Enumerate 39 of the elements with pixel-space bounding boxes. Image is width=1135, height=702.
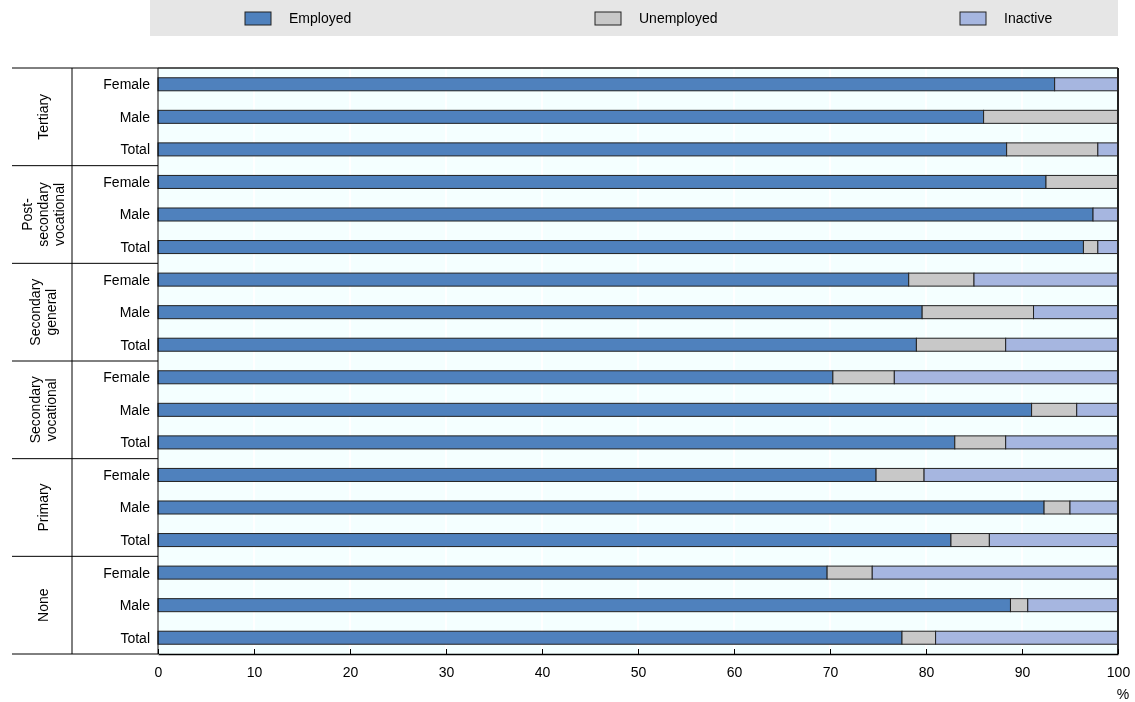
- text: Primary: [35, 483, 51, 532]
- y-tick-label: Male: [119, 304, 151, 321]
- x-tick-label: 90: [1014, 664, 1031, 681]
- x-axis-title: %: [1116, 686, 1130, 702]
- text: None: [35, 588, 51, 622]
- y-tick-label: Total: [120, 336, 150, 353]
- y-tick-label: Total: [120, 141, 150, 158]
- x-tick-label: 80: [918, 664, 935, 681]
- y-tick-label: Female: [103, 564, 151, 581]
- legend-label: Employed: [289, 9, 352, 26]
- x-tick-label: 40: [534, 664, 551, 681]
- x-tick-label: 50: [630, 664, 647, 681]
- x-tick-label: 20: [342, 664, 359, 681]
- y-tick-label: Total: [120, 238, 150, 255]
- y-tick-label: Total: [120, 629, 150, 646]
- y-tick-label: Male: [119, 499, 151, 516]
- text: Secondary general: [27, 278, 59, 346]
- x-tick-label: 10: [246, 664, 263, 681]
- text: Secondary vocational: [27, 376, 59, 444]
- x-tick-label: 30: [438, 664, 455, 681]
- y-tick-label: Female: [103, 76, 151, 93]
- text: Post-secondary vocational: [19, 182, 67, 247]
- y-tick-label: Male: [119, 206, 151, 223]
- y-tick-label: Male: [119, 108, 151, 125]
- y-tick-label: Female: [103, 466, 151, 483]
- y-tick-label: Female: [103, 173, 151, 190]
- x-tick-label: 100: [1106, 664, 1131, 681]
- y-tick-label: Male: [119, 597, 151, 614]
- y-tick-label: Female: [103, 271, 151, 288]
- text: Tertiary: [35, 93, 51, 140]
- legend-label: Inactive: [1004, 9, 1053, 26]
- y-tick-label: Total: [120, 531, 150, 548]
- y-tick-label: Female: [103, 369, 151, 386]
- x-tick-label: 0: [154, 664, 163, 681]
- x-tick-label: 60: [726, 664, 743, 681]
- y-tick-label: Total: [120, 434, 150, 451]
- legend-label: Unemployed: [639, 9, 718, 26]
- x-tick-label: 70: [822, 664, 839, 681]
- y-tick-label: Male: [119, 401, 151, 418]
